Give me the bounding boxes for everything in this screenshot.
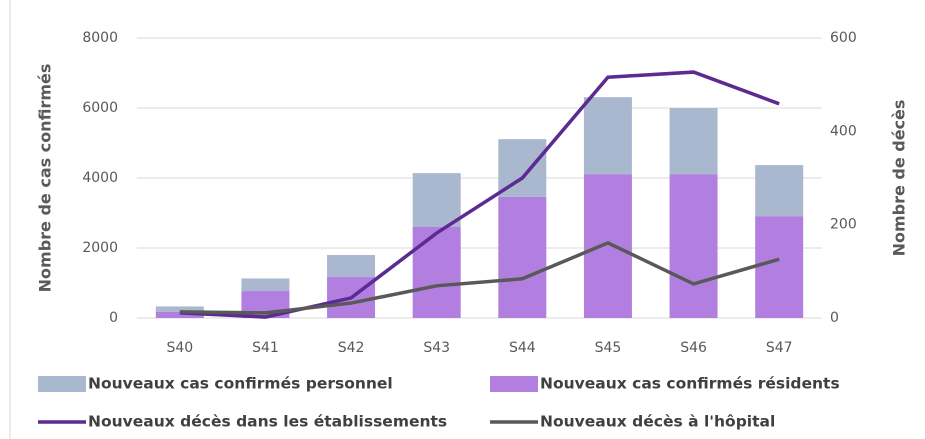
x-tick-label: S43 bbox=[423, 340, 450, 356]
bar bbox=[412, 227, 461, 318]
bar bbox=[669, 108, 718, 175]
line-series bbox=[179, 240, 780, 315]
y-tick-label: 2000 bbox=[82, 240, 118, 256]
legend-swatch bbox=[490, 376, 538, 392]
bar bbox=[583, 174, 632, 318]
y-axis-title: Nombre de cas confirmés bbox=[36, 64, 55, 293]
legend-label: Nouveaux cas confirmés personnel bbox=[88, 375, 393, 393]
y-tick-label: 6000 bbox=[82, 100, 118, 116]
bar bbox=[583, 97, 632, 175]
bar bbox=[327, 255, 376, 278]
bar bbox=[412, 173, 461, 227]
bar bbox=[155, 306, 204, 312]
y-tick-label: 8000 bbox=[82, 30, 118, 46]
x-tick-label: S40 bbox=[166, 340, 193, 356]
y2-tick-label: 400 bbox=[830, 123, 857, 139]
bar bbox=[669, 174, 718, 318]
y-tick-label: 4000 bbox=[82, 170, 118, 186]
line-series bbox=[179, 70, 780, 319]
legend-label: Nouveaux décès dans les établissements bbox=[88, 413, 447, 431]
bar bbox=[498, 196, 547, 318]
y2-axis-title: Nombre de décès bbox=[890, 100, 909, 257]
x-tick-label: S42 bbox=[338, 340, 365, 356]
x-tick-label: S45 bbox=[595, 340, 622, 356]
x-tick-label: S41 bbox=[252, 340, 279, 356]
legend-label: Nouveaux décès à l'hôpital bbox=[540, 413, 775, 431]
x-tick-label: S44 bbox=[509, 340, 536, 356]
legend-label: Nouveaux cas confirmés résidents bbox=[540, 375, 840, 393]
y2-tick-label: 0 bbox=[830, 310, 839, 326]
y-tick-label: 0 bbox=[109, 310, 118, 326]
legend-swatch bbox=[38, 376, 86, 392]
y2-tick-label: 200 bbox=[830, 217, 857, 233]
bar bbox=[755, 216, 804, 318]
bar bbox=[155, 311, 204, 318]
bar bbox=[241, 278, 290, 292]
bar bbox=[755, 165, 804, 217]
x-tick-label: S46 bbox=[680, 340, 707, 356]
y2-tick-label: 600 bbox=[830, 30, 857, 46]
x-tick-label: S47 bbox=[766, 340, 793, 356]
